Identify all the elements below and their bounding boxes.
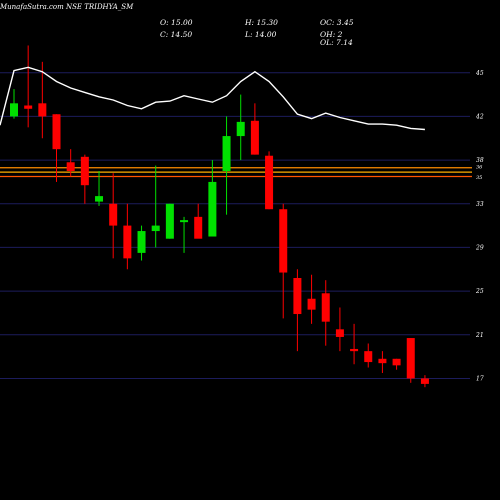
y-tick-label: 33 (476, 201, 484, 208)
candle-body (265, 155, 274, 210)
y-tick-label: 21 (475, 332, 484, 339)
level-line-label: 36 (476, 165, 483, 171)
candle-body (208, 181, 217, 237)
candle-body (66, 162, 75, 172)
y-tick-label: 17 (476, 375, 484, 382)
candle-body (378, 358, 387, 364)
candle-body (10, 103, 18, 117)
candle-body (38, 103, 47, 117)
grid-lines (0, 72, 470, 379)
candle-body (335, 329, 344, 337)
candle-body (80, 156, 89, 186)
y-tick-label: 45 (475, 70, 484, 77)
y-tick-label: 29 (475, 244, 484, 251)
candle-body (137, 231, 146, 253)
candle-body (321, 293, 330, 322)
candle-body (52, 114, 61, 150)
candle-body (180, 220, 189, 223)
y-tick-label: 25 (475, 288, 484, 295)
candle-body (236, 121, 245, 137)
candle-body (406, 338, 415, 379)
horizontal-level-lines (0, 167, 472, 178)
open-value: O: 15.00 (160, 18, 193, 27)
candle-body (109, 203, 118, 226)
candle-body (95, 196, 104, 202)
candle-body (293, 278, 302, 315)
candle-body (279, 209, 288, 273)
level-line-label: 35 (476, 175, 482, 181)
candle-body (350, 348, 359, 352)
oh-value: OH: 2 (320, 30, 343, 39)
candle-body (420, 378, 429, 384)
candle-body (222, 136, 231, 172)
chart-header: MunafaSutra.com NSE TRIDHYA_SM (0, 3, 134, 11)
close-value: C: 14.50 (160, 30, 193, 39)
candle-body (307, 298, 316, 310)
candles (10, 45, 429, 388)
candle-body (250, 120, 259, 155)
low-value: L: 14.00 (245, 30, 277, 39)
candle-body (165, 203, 174, 239)
oc-value: OC: 3.45 (320, 18, 354, 27)
moving-average-line (0, 66, 425, 131)
candle-body (151, 225, 160, 232)
candle-body (194, 216, 203, 239)
high-value: H: 15.30 (245, 18, 278, 27)
ol-value: OL: 7.14 (320, 38, 353, 47)
candle-body (24, 105, 33, 109)
candle-body (364, 351, 373, 363)
y-tick-label: 42 (475, 113, 484, 120)
y-axis-tick-labels: 45 42 38 33 29 25 21 17 36 35 (475, 70, 484, 383)
candle-body (392, 358, 401, 366)
candle-body (123, 225, 132, 259)
y-tick-label: 38 (476, 157, 484, 164)
